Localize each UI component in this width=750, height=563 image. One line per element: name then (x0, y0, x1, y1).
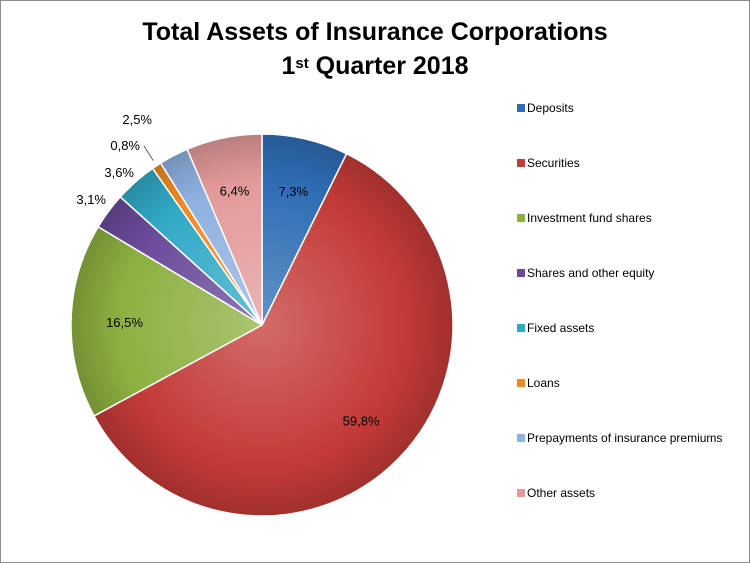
legend-swatch (517, 269, 525, 277)
pie-slice-investment-fund-shares (70, 225, 264, 417)
legend-swatch (517, 489, 525, 497)
legend-label: Fixed assets (527, 321, 595, 335)
legend-item-securities: Securities (517, 155, 580, 171)
data-label-deposits: 7,3% (278, 184, 308, 199)
legend-item-deposits: Deposits (517, 100, 574, 116)
legend-swatch (517, 214, 525, 222)
data-label-other-assets: 6,4% (220, 183, 250, 198)
title-quarter-number: 1 (281, 52, 296, 80)
pie-slice-securities (93, 152, 454, 517)
chart-title-line2: 1st Quarter 2018 (1, 49, 749, 83)
legend-label: Investment fund shares (527, 211, 652, 225)
data-label-investment-fund-shares: 16,5% (106, 315, 143, 330)
legend-item-shares-and-other-equity: Shares and other equity (517, 265, 654, 281)
title-quarter-suffix: st (295, 55, 309, 72)
legend-swatch (517, 104, 525, 112)
legend-swatch (517, 379, 525, 387)
data-label-fixed-assets: 3,6% (104, 165, 134, 180)
legend-item-prepayments-of-insurance-premiums: Prepayments of insurance premiums (517, 430, 722, 446)
legend-item-other-assets: Other assets (517, 485, 595, 501)
pie-slice-other-assets (186, 133, 263, 326)
legend-swatch (517, 159, 525, 167)
legend-label: Loans (527, 376, 560, 390)
title-quarter-rest: Quarter 2018 (308, 52, 469, 80)
legend-item-fixed-assets: Fixed assets (517, 320, 594, 336)
legend-item-loans: Loans (517, 375, 560, 391)
legend-label: Deposits (527, 101, 574, 115)
legend-swatch (517, 434, 525, 442)
leader-line-loans (143, 145, 154, 161)
legend-swatch (517, 324, 525, 332)
legend-item-investment-fund-shares: Investment fund shares (517, 210, 652, 226)
chart-title-line1: Total Assets of Insurance Corporations (142, 18, 608, 46)
chart-title: Total Assets of Insurance Corporations 1… (1, 15, 749, 83)
legend-label: Securities (527, 156, 580, 170)
legend-label: Shares and other equity (527, 266, 655, 280)
data-label-securities: 59,8% (343, 413, 380, 428)
legend-label: Other assets (527, 486, 596, 500)
data-label-loans: 0,8% (110, 138, 140, 153)
data-label-shares-and-other-equity: 3,1% (76, 192, 106, 207)
data-label-prepayments-of-insurance-premiums: 2,5% (122, 112, 152, 127)
legend-label: Prepayments of insurance premiums (527, 431, 723, 445)
